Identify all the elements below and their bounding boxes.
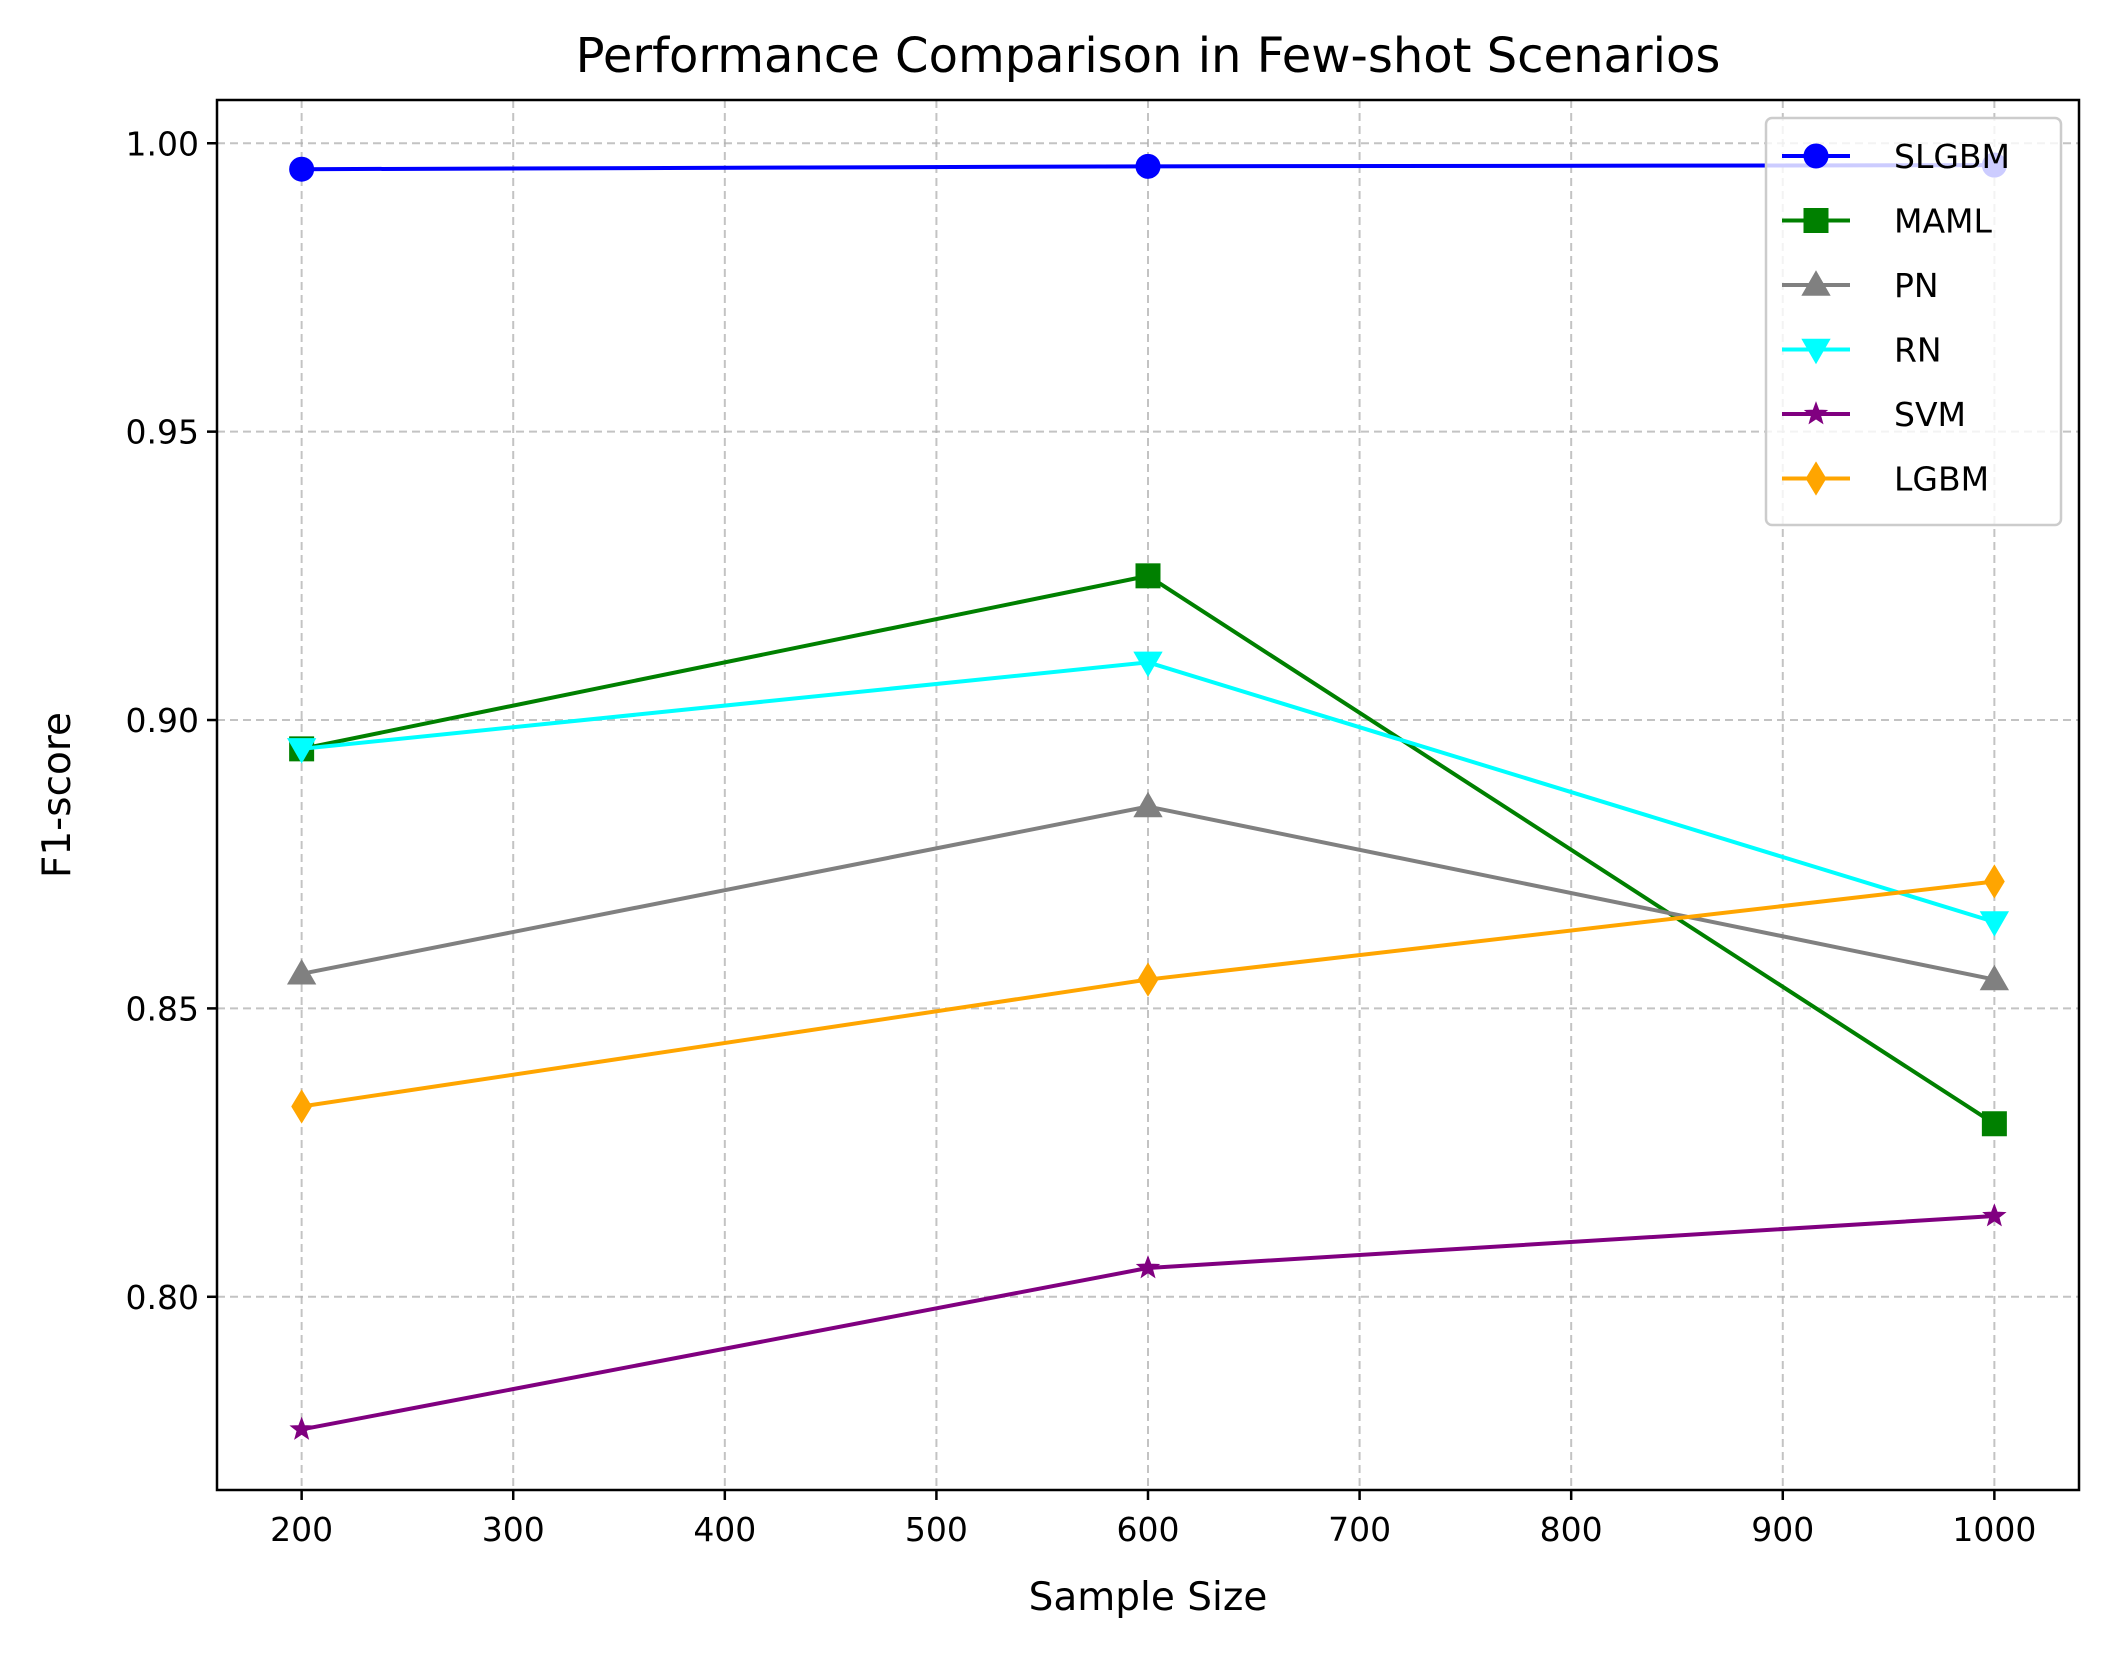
legend-marker-pn bbox=[1801, 270, 1831, 296]
data-point-rn bbox=[1979, 911, 2010, 937]
data-point-slgbm bbox=[289, 156, 315, 182]
legend-item-slgbm: SLGBM bbox=[1782, 137, 2010, 176]
series-svm bbox=[289, 1203, 2007, 1440]
axis-ticks: 200 300 400 500 600 700 800 900 1000 0.80 0.85 0.90… bbox=[126, 124, 2037, 1549]
legend-marker-rn bbox=[1801, 338, 1831, 365]
legend-marker-lgbm bbox=[1805, 461, 1827, 496]
legend-item-pn: PN bbox=[1782, 266, 1939, 305]
legend-label-rn: RN bbox=[1894, 331, 1942, 370]
y-tick-label: 0.85 bbox=[126, 989, 199, 1028]
legend-marker-svm bbox=[1803, 401, 1829, 425]
data-point-maml bbox=[1981, 1111, 2007, 1137]
y-tick-label: 0.95 bbox=[126, 413, 199, 452]
legend: SLGBM MAML PN RN SVM LGBM bbox=[1764, 116, 2063, 527]
legend-item-svm: SVM bbox=[1782, 395, 1966, 434]
chart-title: Performance Comparison in Few-shot Scena… bbox=[576, 28, 1721, 84]
legend-label-slgbm: SLGBM bbox=[1894, 137, 2010, 176]
data-point-svm bbox=[1135, 1255, 1161, 1279]
data-point-rn bbox=[1133, 651, 1163, 678]
y-axis-label: F1-score bbox=[35, 712, 80, 878]
x-tick-label: 500 bbox=[905, 1510, 968, 1549]
data-point-slgbm bbox=[1135, 153, 1161, 179]
legend-item-lgbm: LGBM bbox=[1782, 460, 1989, 499]
legend-label-pn: PN bbox=[1894, 266, 1939, 305]
legend-label-lgbm: LGBM bbox=[1894, 460, 1989, 499]
series-group bbox=[286, 152, 2010, 1440]
series-rn bbox=[286, 651, 2010, 937]
data-point-svm bbox=[1982, 1203, 2007, 1227]
x-tick-label: 800 bbox=[1540, 1510, 1603, 1549]
x-tick-label: 300 bbox=[482, 1510, 545, 1549]
data-point-maml bbox=[1135, 563, 1161, 589]
data-point-svm bbox=[289, 1416, 314, 1440]
data-point-lgbm bbox=[1983, 864, 2005, 899]
data-point-rn bbox=[286, 738, 317, 764]
data-point-lgbm bbox=[1137, 962, 1159, 997]
data-point-pn bbox=[286, 958, 317, 985]
x-tick-label: 900 bbox=[1751, 1510, 1814, 1549]
x-tick-label: 200 bbox=[270, 1510, 333, 1549]
y-tick-label: 0.80 bbox=[126, 1278, 199, 1317]
data-point-pn bbox=[1133, 791, 1163, 818]
x-tick-label: 600 bbox=[1117, 1510, 1180, 1549]
y-tick-label: 1.00 bbox=[126, 124, 199, 163]
series-pn bbox=[286, 791, 2010, 991]
y-tick-label: 0.90 bbox=[126, 701, 199, 740]
series-lgbm bbox=[291, 864, 2005, 1124]
legend-marker-slgbm bbox=[1803, 143, 1829, 169]
x-tick-label: 1000 bbox=[1952, 1510, 2036, 1549]
legend-item-rn: RN bbox=[1782, 331, 1942, 370]
legend-label-svm: SVM bbox=[1894, 395, 1966, 434]
legend-label-maml: MAML bbox=[1894, 202, 1993, 241]
x-tick-label: 400 bbox=[693, 1510, 756, 1549]
x-axis-label: Sample Size bbox=[1029, 1575, 1268, 1620]
legend-item-maml: MAML bbox=[1782, 202, 1993, 241]
data-point-pn bbox=[1979, 964, 2010, 991]
legend-marker-maml bbox=[1803, 208, 1829, 233]
x-tick-label: 700 bbox=[1328, 1510, 1391, 1549]
data-point-lgbm bbox=[291, 1089, 313, 1124]
